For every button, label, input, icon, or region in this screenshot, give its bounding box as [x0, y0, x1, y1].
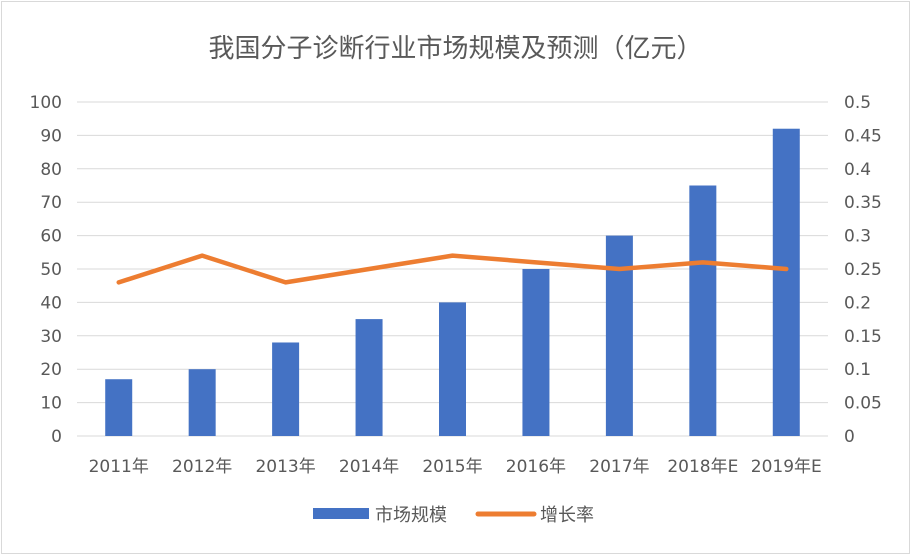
y-right-tick-label: 0.45 [844, 126, 882, 146]
bar [356, 319, 383, 436]
y-left-tick-label: 80 [40, 160, 62, 180]
bar [773, 129, 800, 436]
y-right-tick-label: 0.25 [844, 260, 882, 280]
y-right-tick-label: 0 [844, 427, 855, 447]
y-left-tick-label: 0 [51, 427, 62, 447]
x-tick-label: 2013年 [255, 457, 315, 477]
y-right-tick-label: 0.5 [844, 93, 871, 113]
y-right-tick-label: 0.4 [844, 160, 871, 180]
legend-label-growth-rate: 增长率 [540, 505, 594, 526]
x-tick-label: 2015年 [422, 457, 482, 477]
x-tick-label: 2019年E [751, 457, 822, 477]
x-tick-label: 2016年 [506, 457, 566, 477]
x-tick-label: 2014年 [339, 457, 399, 477]
bar [606, 236, 633, 436]
y-left-tick-label: 70 [40, 193, 62, 213]
y-left-tick-label: 10 [40, 394, 62, 414]
y-left-tick-label: 50 [40, 260, 62, 280]
x-tick-label: 2018年E [667, 457, 738, 477]
x-tick-label: 2017年 [589, 457, 649, 477]
bar [439, 302, 466, 436]
y-left-tick-label: 40 [40, 293, 62, 313]
y-right-tick-label: 0.35 [844, 193, 882, 213]
x-tick-label: 2011年 [89, 457, 149, 477]
y-right-tick-label: 0.3 [844, 227, 871, 247]
bar [105, 379, 132, 436]
y-left-tick-label: 30 [40, 327, 62, 347]
y-right-tick-label: 0.05 [844, 394, 882, 414]
y-left-tick-label: 60 [40, 227, 62, 247]
bar [522, 269, 549, 436]
y-right-tick-label: 0.2 [844, 293, 871, 313]
y-left-tick-label: 20 [40, 360, 62, 380]
legend-label-market-size: 市场规模 [375, 505, 447, 526]
legend-swatch-market-size [313, 508, 369, 519]
bar [689, 186, 716, 437]
bar [189, 369, 216, 436]
y-right-tick-label: 0.15 [844, 327, 882, 347]
bar [272, 342, 299, 436]
y-left-tick-label: 90 [40, 126, 62, 146]
y-right-tick-label: 0.1 [844, 360, 871, 380]
x-tick-label: 2012年 [172, 457, 232, 477]
y-left-tick-label: 100 [30, 93, 62, 113]
